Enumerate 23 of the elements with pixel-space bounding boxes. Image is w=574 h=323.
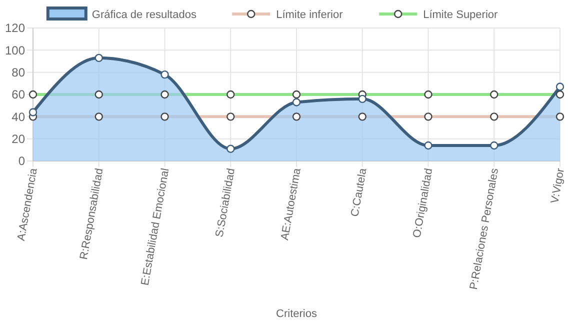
y-tick-label: 60 — [12, 88, 26, 102]
x-axis-title: Criterios — [276, 308, 318, 320]
y-tick-label: 20 — [12, 132, 26, 146]
x-tick-label: C:Cautela — [349, 166, 370, 218]
point — [160, 70, 169, 79]
point — [490, 141, 498, 150]
point — [94, 54, 103, 62]
point — [424, 141, 432, 150]
y-tick-label: 120 — [4, 21, 26, 36]
y-tick-label: 0 — [18, 154, 26, 168]
y-tick-label: 100 — [4, 43, 26, 58]
y-tick-label: 40 — [12, 110, 26, 124]
point — [556, 82, 564, 91]
y-tick-label: 80 — [12, 66, 26, 80]
legend-label: Gráfica de resultados — [92, 8, 197, 21]
legend-label: Límite inferior — [276, 8, 344, 21]
legend-label: Límite Superior — [423, 8, 498, 21]
point — [292, 98, 301, 106]
x-tick-label: P:Relaciones Personales — [468, 166, 502, 291]
x-tick-label: V:Vigor — [548, 167, 568, 204]
point — [358, 94, 366, 104]
point — [226, 144, 235, 153]
point — [28, 108, 38, 116]
